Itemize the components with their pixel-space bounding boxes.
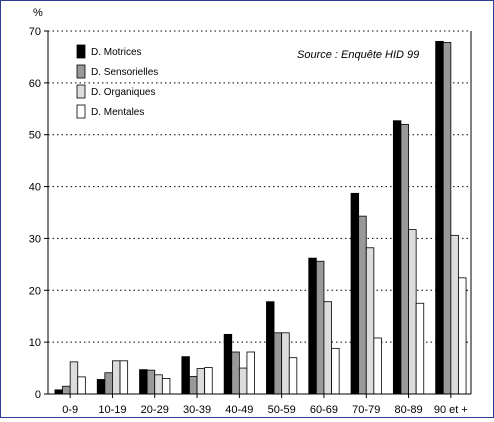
bar: [204, 367, 213, 395]
bar: [77, 376, 86, 395]
bar: [323, 301, 332, 395]
bar: [196, 368, 206, 395]
bar: [373, 337, 382, 395]
bar: [408, 229, 417, 395]
legend: D. Motrices D. Sensorielles D. Organiques D…: [76, 44, 158, 119]
y-tick-label: 20: [29, 285, 41, 297]
bar: [223, 333, 233, 395]
bar: [154, 374, 163, 395]
y-tick-label: 60: [29, 78, 41, 90]
bar: [442, 42, 452, 395]
legend-label: D. Organiques: [91, 87, 155, 98]
bar: [139, 369, 148, 395]
bar: [69, 361, 79, 395]
bar: [308, 257, 317, 395]
legend-label: D. Motrices: [91, 47, 142, 58]
bar: [400, 123, 409, 395]
legend-swatch: [76, 64, 86, 79]
bar: [392, 120, 402, 395]
x-tick-label: 40-49: [225, 404, 253, 416]
bar: [358, 215, 367, 395]
bar: [458, 277, 467, 395]
bar: [181, 356, 190, 395]
bar: [62, 385, 71, 395]
legend-swatch: [76, 84, 86, 99]
x-tick-label: 50-59: [268, 404, 296, 416]
x-tick-label: 10-19: [98, 404, 126, 416]
bar: [435, 40, 444, 395]
axes: [47, 31, 472, 395]
bar: [331, 347, 340, 395]
bar: [450, 234, 459, 395]
y-tick-label: 50: [29, 130, 41, 142]
bar: [104, 372, 113, 395]
x-tick-label: 20-29: [141, 404, 169, 416]
y-tick-label: 10: [29, 337, 41, 349]
bar: [54, 389, 63, 395]
y-tick-label: 40: [29, 182, 41, 194]
legend-label: D. Mentales: [91, 107, 144, 118]
legend-swatch: [76, 44, 86, 59]
source-annotation: Source : Enquête HID 99: [297, 49, 419, 61]
y-tick-label: 30: [29, 233, 41, 245]
x-tick-label: 60-69: [310, 404, 338, 416]
bar: [112, 360, 121, 395]
bar: [96, 379, 106, 395]
bar: [119, 360, 129, 395]
bar: [231, 351, 240, 395]
x-tick-label: 30-39: [183, 404, 211, 416]
bar: [189, 375, 198, 395]
bar: [365, 247, 375, 395]
y-axis-label: %: [33, 7, 43, 19]
y-tick-label: 70: [29, 26, 41, 38]
legend-label: D. Sensorielles: [91, 67, 158, 78]
x-tick-label: 90 et +: [434, 404, 468, 416]
x-tick-label: 80-89: [394, 404, 422, 416]
bar: [281, 332, 290, 395]
bar: [315, 260, 325, 395]
bar: [246, 351, 255, 395]
y-tick-labels: 0 10 20 30 40 50 60 70: [29, 26, 48, 401]
bar: [273, 332, 283, 395]
legend-swatch: [76, 104, 86, 119]
bar: [238, 367, 248, 395]
x-tick-label: 70-79: [352, 404, 380, 416]
bar: [415, 302, 425, 395]
y-tick-label: 0: [35, 389, 41, 401]
bar: [146, 369, 156, 395]
bar: [350, 192, 360, 395]
bar: [266, 301, 275, 395]
x-tick-labels: 0-9 10-19 20-29 30-39 40-49 50-59 60-69 70-79 80…: [62, 394, 468, 416]
bar: [288, 357, 298, 395]
bar: [161, 378, 171, 395]
x-tick-label: 0-9: [62, 404, 78, 416]
